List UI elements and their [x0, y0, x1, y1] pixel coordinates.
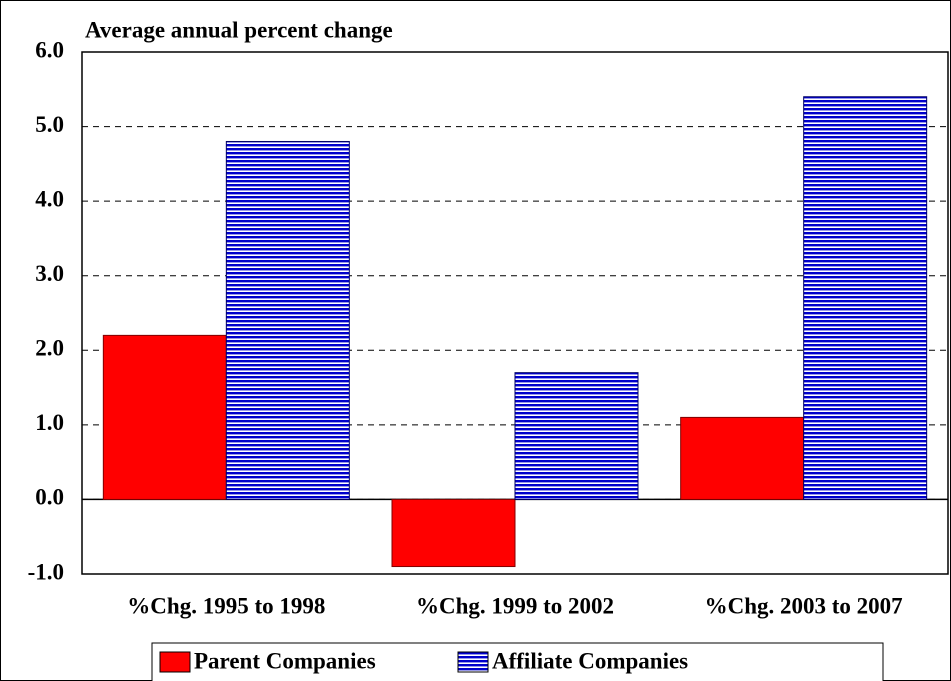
- bar: [225, 140, 350, 500]
- x-tick-label: %Chg. 1999 to 2002: [416, 593, 614, 618]
- bar: [391, 498, 516, 568]
- legend-swatch: [159, 651, 191, 673]
- legend-label: Parent Companies: [194, 648, 376, 673]
- y-tick-label: 1.0: [35, 410, 64, 435]
- y-tick-label: 5.0: [35, 112, 64, 137]
- y-tick-label: 0.0: [35, 485, 64, 510]
- x-tick-label: %Chg. 1995 to 1998: [127, 593, 325, 618]
- bar: [102, 334, 227, 500]
- y-tick-label: 2.0: [35, 336, 64, 361]
- bar: [680, 416, 805, 500]
- legend-label: Affiliate Companies: [492, 648, 688, 673]
- legend-box: [151, 642, 884, 681]
- x-tick-label: %Chg. 2003 to 2007: [705, 593, 903, 618]
- y-tick-label: -1.0: [28, 559, 64, 584]
- bar: [803, 96, 928, 500]
- y-tick-label: 4.0: [35, 186, 64, 211]
- bar: [514, 372, 639, 500]
- legend-swatch: [457, 651, 489, 673]
- chart-title: Average annual percent change: [85, 17, 393, 42]
- y-tick-label: 6.0: [35, 37, 64, 62]
- y-tick-label: 3.0: [35, 261, 64, 286]
